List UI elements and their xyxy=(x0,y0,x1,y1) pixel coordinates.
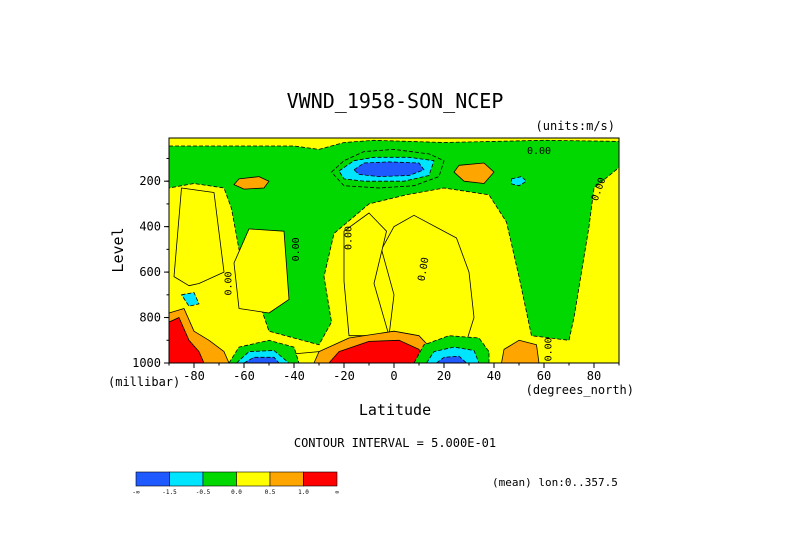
contour-label: 0.00 xyxy=(291,237,302,261)
contour-region xyxy=(343,212,390,337)
contour-fill-layer xyxy=(169,138,619,363)
contour-label: 0.00 xyxy=(344,226,355,250)
contour-label: 0.00 xyxy=(224,271,235,295)
y-axis: 200 400 600 800 1000 xyxy=(132,157,169,370)
y-tick-label: 800 xyxy=(139,311,161,325)
contour-region xyxy=(328,339,425,363)
color-legend: -∞ -1.5 -0.5 0.0 0.5 1.0 ∞ xyxy=(132,471,339,496)
x-tick-label: 0 xyxy=(390,369,397,383)
legend-label: 0.0 xyxy=(231,489,242,496)
y-tick-label: 200 xyxy=(139,174,161,188)
legend-swatch xyxy=(236,471,271,487)
legend-swatch xyxy=(135,471,170,487)
contour-region xyxy=(173,187,225,287)
contour-region xyxy=(233,228,290,314)
contour-region xyxy=(436,355,467,363)
contour-label: 0.00 xyxy=(417,257,432,283)
legend-label: 1.0 xyxy=(298,489,309,496)
legend-label: -∞ xyxy=(132,489,140,496)
x-tick-label: -80 xyxy=(183,369,205,383)
x-tick-label: 80 xyxy=(587,369,601,383)
x-axis-label: Latitude xyxy=(359,401,431,419)
contour-label: 0.00 xyxy=(544,337,555,361)
legend-label: -1.5 xyxy=(162,489,177,496)
contour-region xyxy=(353,161,425,178)
x-tick-label: 60 xyxy=(537,369,551,383)
contour-region xyxy=(501,339,540,363)
x-tick-label: 20 xyxy=(437,369,451,383)
legend-swatch xyxy=(169,471,204,487)
legend-swatch xyxy=(303,471,338,487)
legend-label: -0.5 xyxy=(196,489,211,496)
y-axis-units: (millibar) xyxy=(108,375,180,389)
contour-region xyxy=(511,176,527,187)
contour-region xyxy=(169,317,205,363)
x-tick-label: -40 xyxy=(283,369,305,383)
legend-swatch xyxy=(269,471,304,487)
contour-region xyxy=(233,176,270,190)
x-tick-label: 40 xyxy=(487,369,501,383)
contour-interval-label: CONTOUR INTERVAL = 5.000E-01 xyxy=(294,436,496,450)
legend-label: 0.5 xyxy=(265,489,276,496)
legend-label: ∞ xyxy=(335,489,339,496)
y-tick-label: 600 xyxy=(139,265,161,279)
x-tick-label: -20 xyxy=(333,369,355,383)
units-label: (units:m/s) xyxy=(536,119,615,133)
contour-region xyxy=(243,356,280,363)
y-tick-label: 400 xyxy=(139,220,161,234)
chart-title: VWND_1958-SON_NCEP xyxy=(287,89,504,113)
contour-label: 0.00 xyxy=(527,146,551,157)
y-axis-label: Level xyxy=(109,227,127,272)
x-tick-label: -60 xyxy=(233,369,255,383)
footnote: (mean) lon:0..357.5 xyxy=(492,476,618,489)
x-axis: -80 -60 -40 -20 0 20 40 60 80 xyxy=(168,363,620,383)
contour-label-layer: 0.000.000.000.00 0.000.000.00 xyxy=(224,146,609,362)
y-tick-label: 1000 xyxy=(132,356,161,370)
contour-region xyxy=(453,162,495,184)
contour-region xyxy=(426,346,480,363)
contour-region xyxy=(181,292,200,307)
legend-swatch xyxy=(202,471,237,487)
x-axis-units: (degrees_north) xyxy=(526,383,634,397)
